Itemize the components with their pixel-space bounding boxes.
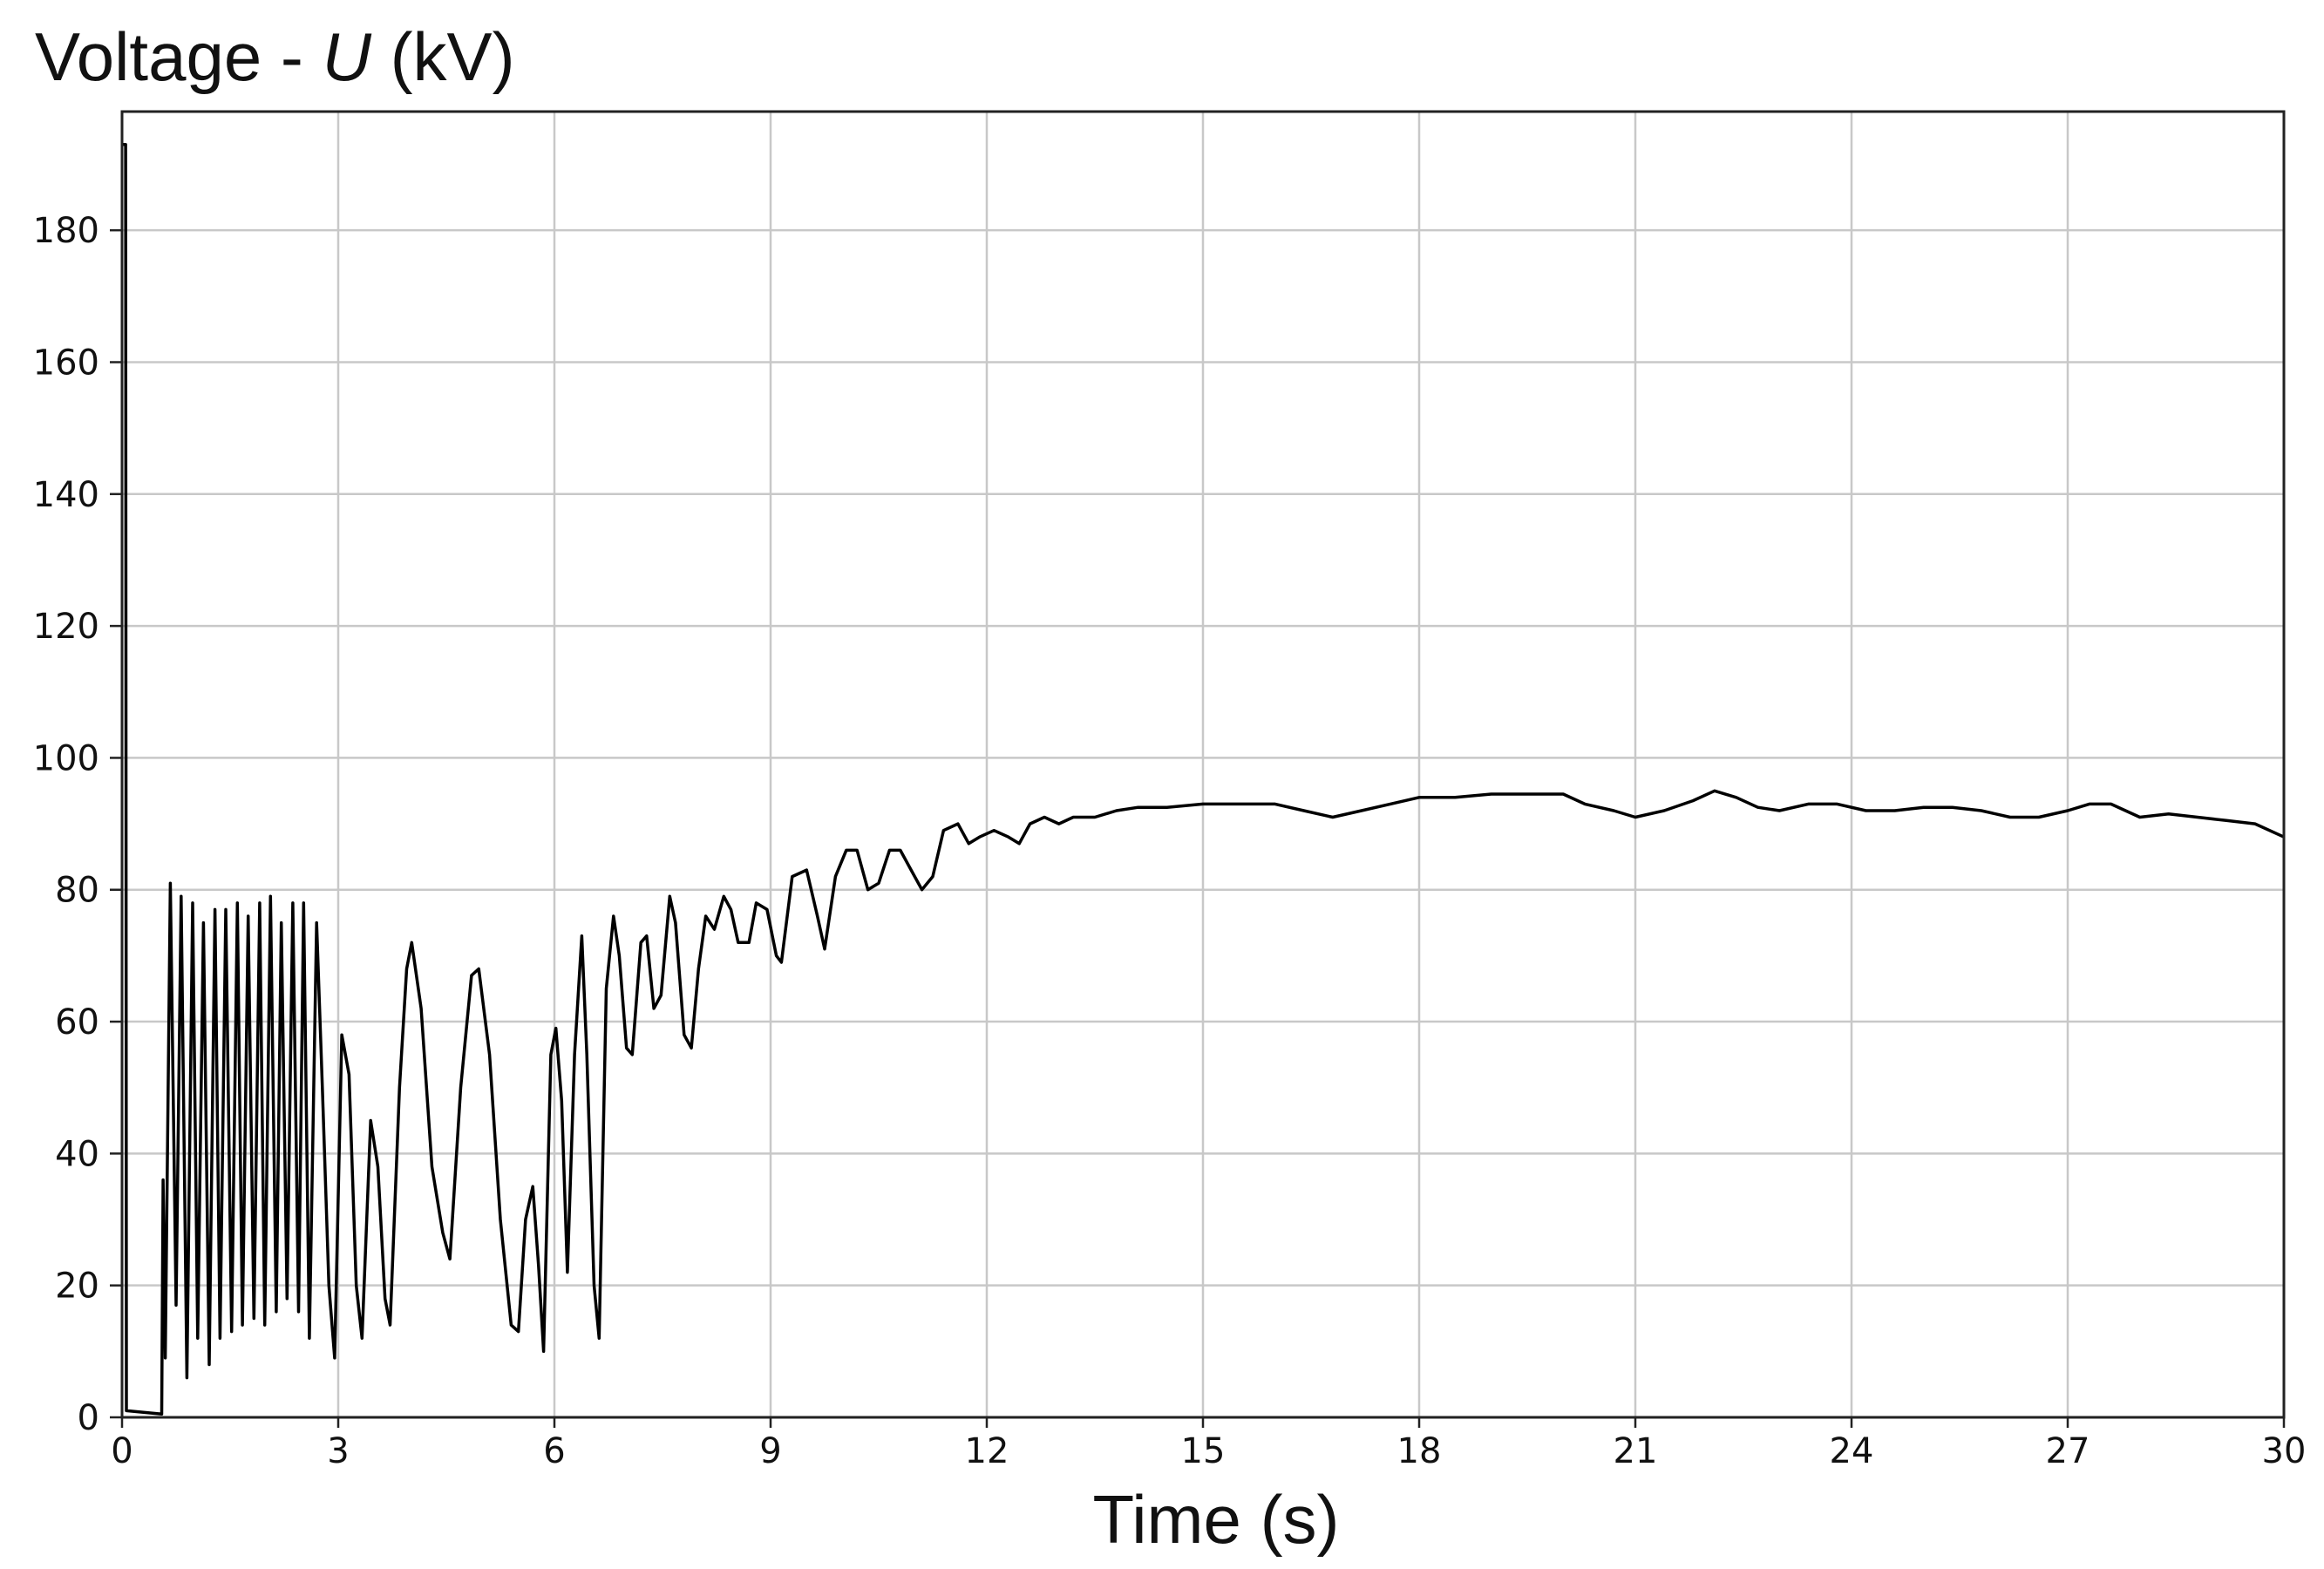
y-tick-label: 160 — [33, 343, 99, 383]
y-tick-label: 120 — [33, 607, 99, 647]
plot-frame — [120, 110, 2286, 1419]
x-tick-label: 21 — [1614, 1431, 1658, 1471]
y-tick-label: 0 — [78, 1398, 99, 1438]
y-tick-label: 180 — [33, 211, 99, 251]
x-tick-label: 30 — [2262, 1431, 2307, 1471]
y-tick-label: 40 — [55, 1134, 99, 1174]
x-tick-label: 3 — [327, 1431, 349, 1471]
y-tick-label: 140 — [33, 475, 99, 515]
x-tick-label: 0 — [111, 1431, 133, 1471]
y-axis-label-symbol: U — [323, 18, 372, 95]
series-layer — [122, 143, 2285, 1416]
y-axis-label: Voltage - U (kV) — [35, 18, 515, 95]
x-tick-label: 12 — [965, 1431, 1009, 1471]
voltage-series-line — [122, 143, 2285, 1416]
x-tick-label: 27 — [2046, 1431, 2090, 1471]
x-tick-label: 9 — [759, 1431, 781, 1471]
y-axis-label-unit: (kV) — [371, 18, 515, 95]
x-tick-label: 24 — [1830, 1431, 1874, 1471]
x-tick-label: 18 — [1397, 1431, 1442, 1471]
y-tick-label: 80 — [55, 871, 99, 911]
y-axis-label-prefix: Voltage - — [35, 18, 323, 95]
y-tick-label: 60 — [55, 1002, 99, 1043]
x-axis-label: Time (s) — [1092, 1481, 1339, 1558]
x-tick-label: 6 — [543, 1431, 565, 1471]
y-tick-label: 100 — [33, 738, 99, 778]
axis-ticks: 0 3 6 9 12 15 18 21 24 27 30 0 20 40 60 80 100 120 140 160 1… — [33, 211, 2307, 1471]
x-tick-label: 15 — [1181, 1431, 1226, 1471]
y-tick-label: 20 — [55, 1267, 99, 1307]
grid — [122, 112, 2284, 1417]
